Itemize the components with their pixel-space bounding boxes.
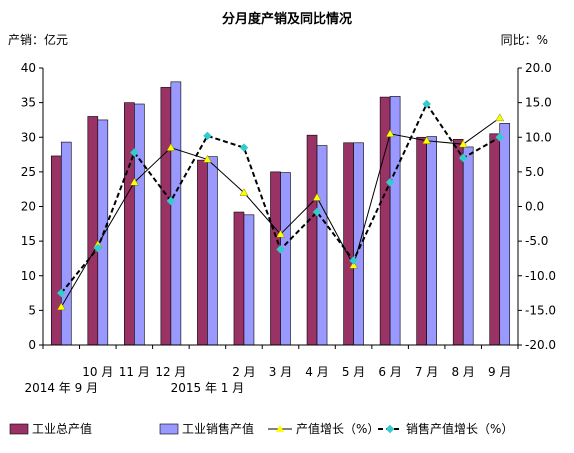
left-tick-label-3: 15 [21,234,36,248]
legend-sales-growth-marker [385,424,395,434]
marker-output-growth-10 [422,136,431,144]
x-tick-label-6: 3 月 [269,365,292,379]
marker-output-growth-7 [312,193,322,201]
bar-output-8 [343,142,354,346]
marker-output-growth-5 [239,188,249,196]
marker-output-growth-0 [56,302,66,311]
marker-sales-growth-12 [495,133,504,142]
right-tick-label-5: 5.0 [525,165,544,179]
right-tick-label-3: -5.0 [525,234,548,248]
marker-sales-growth-8 [349,256,358,265]
marker-output-growth-2 [130,177,139,186]
bar-output-6 [270,171,281,346]
right-tick-label-2: -10.0 [525,269,556,283]
right-tick-label-6: 10.0 [525,130,552,144]
marker-output-growth-4 [203,155,212,163]
bar-sales-10 [426,136,437,346]
marker-sales-growth-1 [93,243,103,253]
marker-output-growth-11 [458,139,468,148]
legend-sales-label: 工业销售产值 [182,421,254,436]
left-tick-label-8: 40 [21,61,36,75]
x-tick-label-year-1: 2015 年 1 月 [171,381,245,395]
bar-sales-12 [499,123,511,346]
bar-sales-5 [243,214,255,346]
marker-output-growth-3 [166,143,176,151]
x-tick-label-12: 9 月 [488,365,511,379]
bar-output-7 [306,134,318,346]
x-tick-label-3: 12 月 [155,365,186,379]
marker-sales-growth-11 [458,153,468,163]
chart-title: 分月度产销及同比情况 [222,11,352,27]
legend-output-growth-marker [276,425,284,432]
bar-output-5 [233,211,245,346]
marker-sales-growth-9 [385,178,395,187]
bar-output-4 [197,159,208,346]
right-tick-label-1: -15.0 [525,303,556,317]
right-tick-label-0: -20.0 [525,338,556,352]
bar-output-3 [160,87,172,346]
right-tick-label-7: 15.0 [525,96,552,110]
bar-output-2 [124,102,135,346]
legend-sales-growth-label: 销售产值增长（%） [406,421,513,436]
marker-sales-growth-7 [312,207,322,217]
bar-sales-11 [462,146,474,346]
marker-sales-growth-2 [130,148,139,157]
marker-output-growth-9 [385,129,395,137]
tick-labels-layer: 0 5 10 15 20 25 30 35 40 -20.0 -15.0 -10.0 -5.0 0.0 5.… [21,61,556,395]
x-tick-label-7: 4 月 [305,365,328,379]
bar-sales-7 [316,145,328,346]
left-tick-label-2: 10 [21,269,36,283]
right-tick-label-8: 20.0 [525,61,552,75]
marker-sales-growth-4 [203,131,212,141]
left-tick-label-0: 0 [28,338,36,352]
bar-sales-6 [280,172,291,346]
bar-output-1 [87,116,99,346]
marker-sales-growth-6 [276,245,285,254]
legend-output-swatch [9,423,29,435]
left-tick-label-7: 35 [21,96,36,110]
right-axis-label: 同比：% [501,33,548,47]
bar-output-10 [416,136,427,346]
axes-layer [39,67,522,349]
marker-output-growth-6 [276,229,285,238]
bar-sales-4 [207,156,218,346]
x-tick-label-5: 2 月 [232,365,255,379]
bar-sales-3 [170,81,182,346]
legend-sales-swatch [159,423,179,435]
marker-sales-growth-5 [239,143,249,152]
bar-output-12 [489,133,501,346]
x-tick-label-2: 11 月 [119,365,150,379]
marker-sales-growth-10 [422,99,431,109]
bar-layer [50,81,511,346]
left-tick-label-5: 25 [21,165,36,179]
bar-sales-2 [134,103,145,346]
marker-output-growth-12 [495,113,505,122]
marker-sales-growth-0 [57,288,66,298]
legend: 工业总产值 工业销售产值 产值增长（%） 销售产值增长（%） [9,421,513,436]
left-tick-label-4: 20 [21,200,36,214]
left-tick-label-1: 5 [28,303,36,317]
marker-output-growth-8 [349,260,358,269]
left-tick-label-6: 30 [21,130,36,144]
bar-sales-8 [353,142,364,346]
x-tick-label-1: 10 月 [82,365,113,379]
x-tick-label-year-0: 2014 年 9 月 [24,381,98,395]
bar-sales-0 [60,141,72,346]
x-tick-label-8: 5 月 [342,365,365,379]
x-tick-label-11: 8 月 [451,365,474,379]
right-tick-label-4: 0.0 [525,200,544,214]
marker-sales-growth-3 [166,196,176,206]
x-tick-label-9: 6 月 [378,365,401,379]
legend-output-label: 工业总产值 [32,421,92,436]
legend-output-growth-label: 产值增长（%） [296,421,379,436]
bar-output-0 [50,155,62,346]
line-layer [56,99,505,311]
x-tick-label-10: 7 月 [415,365,438,379]
bar-output-11 [452,139,464,346]
left-axis-label: 产销：亿元 [8,32,68,47]
